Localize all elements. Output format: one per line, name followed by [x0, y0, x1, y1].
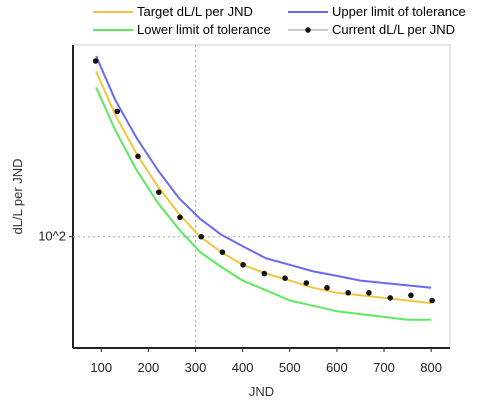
grid-guides [73, 45, 450, 348]
data-point [240, 262, 246, 268]
x-tick-label: 200 [138, 360, 160, 375]
data-point [156, 189, 162, 195]
data-point [177, 214, 183, 221]
x-axis-ticks: 100 200 300 400 500 600 700 800 [90, 348, 442, 375]
series-lower-limit-of-tolerance [95, 86, 432, 321]
legend-item-lower-limit-of-tolerance: Lower limit of tolerance [93, 22, 271, 37]
data-point [324, 285, 330, 291]
axes: 100 200 300 400 500 600 700 800 10^2 JND dL/L p… [10, 158, 442, 399]
data-point [387, 295, 394, 301]
legend-item-current-dl-l-per-jnd: Current dL/L per JND [288, 22, 455, 37]
x-tick-label: 700 [373, 360, 395, 375]
data-point [366, 290, 372, 296]
legend-label: Lower limit of tolerance [137, 22, 271, 37]
series-target-dl-l-per-jnd [95, 70, 432, 305]
data-point [198, 233, 204, 240]
plot-area [72, 44, 451, 349]
legend-item-upper-limit-of-tolerance: Upper limit of tolerance [288, 4, 466, 19]
legend-label: Current dL/L per JND [332, 22, 455, 37]
data-point [261, 270, 268, 277]
series-current-dl-l-per-jnd [92, 58, 435, 304]
data-point [219, 249, 226, 255]
series-line [95, 86, 432, 321]
x-tick-label: 600 [326, 360, 348, 375]
x-axis-title: JND [249, 384, 274, 399]
data-point [408, 292, 414, 299]
x-tick-label: 100 [90, 360, 112, 375]
data-point [282, 275, 288, 282]
data-point [345, 290, 352, 296]
plot-frame [72, 44, 451, 349]
series-upper-limit-of-tolerance [95, 55, 432, 289]
legend-label: Target dL/L per JND [137, 4, 253, 19]
legend: Target dL/L per JND Upper limit of tolera… [93, 4, 466, 37]
data-point [135, 153, 141, 160]
x-tick-label: 300 [185, 360, 207, 375]
data-point [92, 58, 99, 64]
legend-item-target-dl-l-per-jnd: Target dL/L per JND [93, 4, 253, 19]
series-line [95, 55, 432, 289]
series-layer [92, 55, 435, 321]
series-line [95, 70, 432, 305]
y-tick-label: 10^2 [38, 229, 66, 244]
data-point [429, 297, 435, 304]
x-tick-label: 400 [232, 360, 254, 375]
data-point [114, 108, 121, 115]
data-point [303, 280, 310, 286]
legend-label: Upper limit of tolerance [332, 4, 466, 19]
x-tick-label: 500 [279, 360, 301, 375]
y-axis-title: dL/L per JND [10, 158, 25, 234]
x-tick-label: 800 [420, 360, 442, 375]
y-axis-ticks: 10^2 [38, 229, 73, 244]
legend-marker [305, 27, 311, 33]
